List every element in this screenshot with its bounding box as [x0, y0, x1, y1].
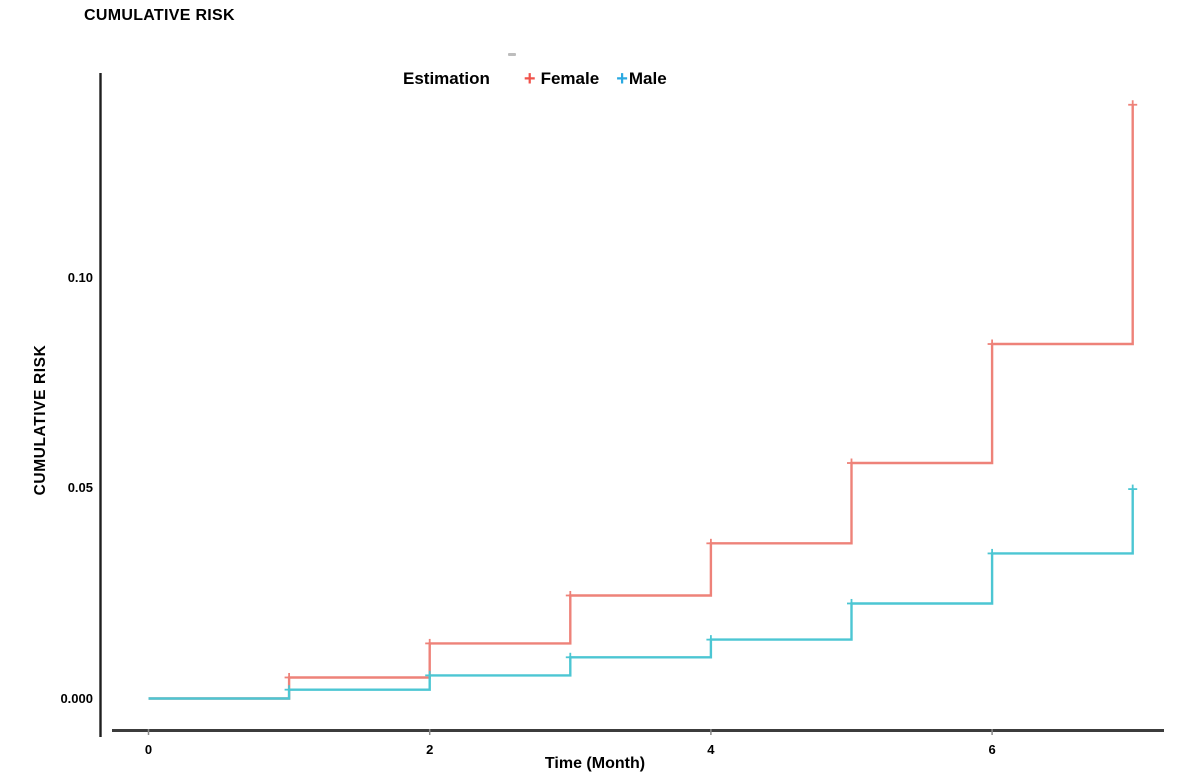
- legend-item-male: + Male: [616, 69, 666, 89]
- male-step-marker: [706, 635, 716, 645]
- female-step-marker: [1128, 100, 1138, 110]
- male-step-marker: [284, 685, 294, 695]
- male-step-marker: [565, 652, 575, 662]
- male-step-marker: [425, 670, 435, 680]
- series-curves: [148, 104, 1134, 700]
- axes: [99, 73, 1164, 737]
- legend-item-female: + Female: [524, 69, 599, 89]
- female-step-marker: [425, 638, 435, 648]
- female-step-marker: [706, 538, 716, 548]
- male-curve: [148, 489, 1134, 700]
- male-step-marker: [987, 548, 997, 558]
- legend-item-female-label: Female: [540, 69, 600, 88]
- stray-artifact-mark: [508, 53, 516, 56]
- x-tick-label: 0: [144, 742, 153, 757]
- female-curve: [148, 104, 1134, 700]
- chart-title: CUMULATIVE RISK: [84, 7, 235, 24]
- legend-title: Estimation: [403, 69, 490, 88]
- female-plus-marker-icon: +: [523, 67, 536, 90]
- male-step-marker: [1128, 484, 1138, 494]
- x-tick-label: 2: [426, 742, 434, 757]
- female-step-marker: [847, 458, 856, 468]
- x-tick-label: 6: [988, 742, 996, 757]
- legend-item-male-label: Male: [628, 69, 667, 88]
- male-plus-marker-icon: +: [616, 67, 628, 90]
- x-tick-label: 4: [707, 742, 715, 757]
- y-tick-label: 0.000: [60, 690, 93, 706]
- y-tick-label: 0.05: [67, 480, 93, 496]
- male-step-marker: [847, 598, 856, 608]
- female-step-marker: [987, 339, 997, 349]
- series-markers: [284, 100, 1138, 695]
- female-step-marker: [565, 590, 575, 600]
- legend: Estimation + Female + Male: [403, 69, 684, 89]
- female-step-marker: [284, 672, 294, 682]
- y-tick-label: 0.10: [67, 270, 93, 285]
- x-axis-label: Time (Month): [544, 755, 646, 772]
